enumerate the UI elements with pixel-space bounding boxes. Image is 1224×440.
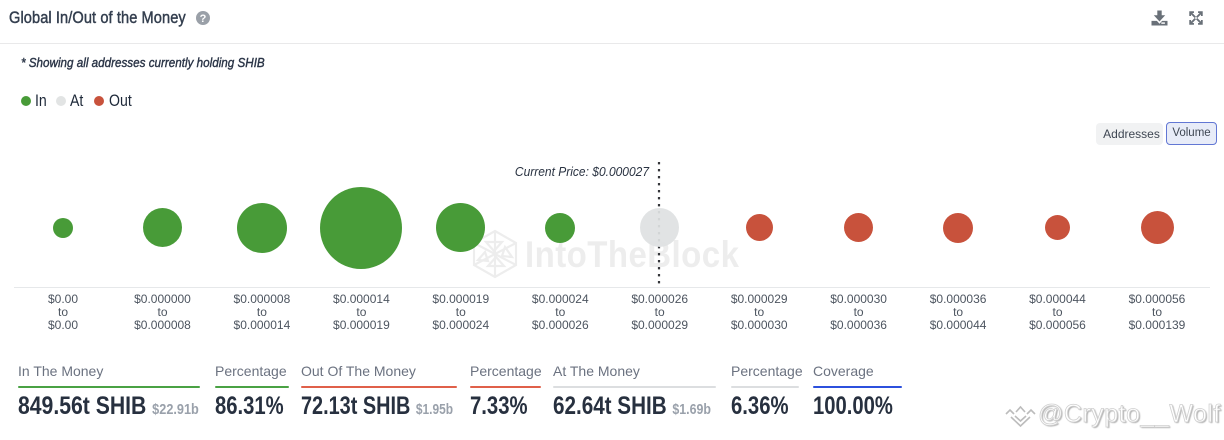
svg-text:?: ? — [200, 13, 207, 25]
